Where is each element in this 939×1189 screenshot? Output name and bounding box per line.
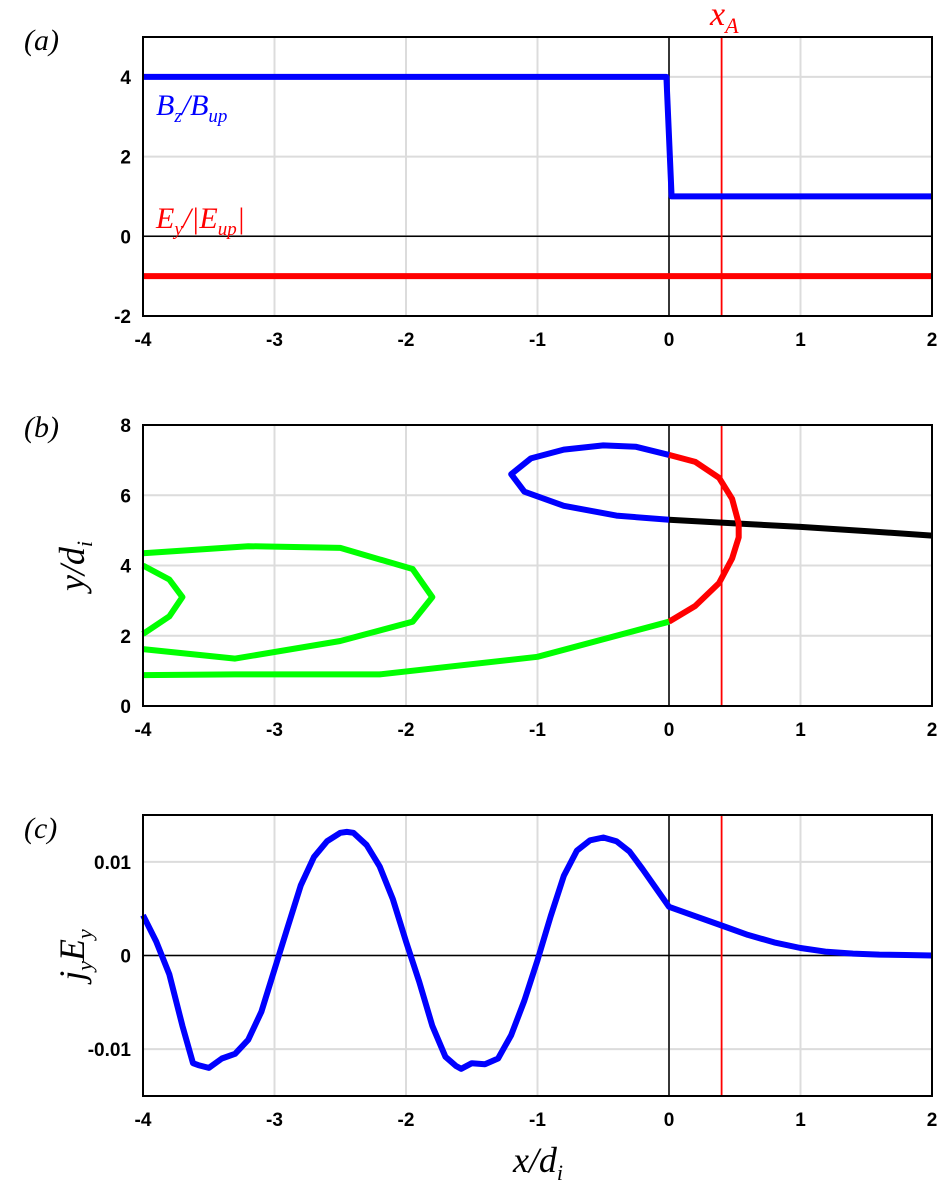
bz-series-label: Bz/Bup <box>156 89 227 127</box>
x-tick-label: 2 <box>927 1110 938 1131</box>
x-tick-label: -3 <box>266 720 283 741</box>
series-line-1 <box>668 516 933 539</box>
panel-b-series <box>141 442 933 679</box>
panel-c-y-tick-labels: -0.01 0 0.01 <box>88 853 132 1061</box>
x-tick-label: -1 <box>529 330 546 351</box>
x-tick-label: 0 <box>664 1110 675 1131</box>
y-tick-label: 4 <box>120 68 131 89</box>
panel-b-x-tick-labels: -4 -3 -2 -1 0 1 2 <box>135 720 938 741</box>
panel-c-x-axis-label: x/di <box>512 1140 563 1185</box>
panel-a-y-tick-labels: -2 0 2 4 <box>114 68 131 328</box>
panel-a-series <box>143 73 932 280</box>
x-tick-label: -2 <box>398 1110 415 1131</box>
x-tick-label: 1 <box>795 1110 806 1131</box>
panel-c-axes-box <box>142 814 933 1097</box>
panel-c-x-tick-labels: -4 -3 -2 -1 0 1 2 <box>135 1110 938 1131</box>
series-line-1 <box>140 828 933 1072</box>
x-tick-label: 2 <box>927 720 938 741</box>
x-tick-label: -1 <box>529 720 546 741</box>
x-tick-label: 1 <box>795 330 806 351</box>
x-tick-label: 0 <box>664 330 675 351</box>
series-line-1 <box>143 73 932 200</box>
x-tick-label: 2 <box>927 330 938 351</box>
y-tick-label: 0.01 <box>94 853 131 874</box>
panel-a-x-tick-labels: -4 -3 -2 -1 0 1 2 <box>135 330 938 351</box>
panel-b-label: (b) <box>24 411 59 444</box>
x-tick-label: -4 <box>135 720 152 741</box>
y-tick-label: 2 <box>120 148 131 169</box>
panel-b-y-tick-labels: 0 2 4 6 8 <box>120 416 131 718</box>
x-tick-label: -3 <box>266 330 283 351</box>
panel-c-y-axis-label: jyEy <box>52 929 97 985</box>
panel-c: (c) -4 -3 -2 -1 0 1 2 -0.01 0 0.01 jyEy x/di <box>24 812 937 1185</box>
y-tick-label: -2 <box>114 307 131 328</box>
series-line-3 <box>508 442 670 523</box>
panel-b-reference-lines <box>668 425 723 706</box>
x-tick-label: -3 <box>266 1110 283 1131</box>
y-tick-label: 0 <box>120 947 131 968</box>
x-tick-label: 0 <box>664 720 675 741</box>
x-tick-label: 1 <box>795 720 806 741</box>
x-tick-label: -2 <box>398 720 415 741</box>
series-line-6 <box>141 562 186 637</box>
y-tick-label: -0.01 <box>88 1040 132 1061</box>
panel-a-axes-box <box>142 36 933 317</box>
panel-b-grid <box>143 425 932 706</box>
y-tick-label: 2 <box>120 627 131 648</box>
panel-a-label: (a) <box>24 24 59 57</box>
x-tick-label: -4 <box>135 330 152 351</box>
series-line-4 <box>142 618 670 679</box>
series-line-5 <box>142 543 436 662</box>
panel-b-y-axis-label: y/di <box>52 541 97 594</box>
ey-series-label: Ey/|Eup| <box>155 202 245 240</box>
y-tick-label: 8 <box>120 416 131 437</box>
panel-c-label: (c) <box>24 812 57 845</box>
x-tick-label: -4 <box>135 1110 152 1131</box>
x-tick-label: -1 <box>529 1110 546 1131</box>
y-tick-label: 0 <box>120 227 131 248</box>
panel-b-axes-box <box>142 424 933 707</box>
panel-c-series <box>140 828 933 1072</box>
panel-a: (a) -4 -3 -2 -1 0 1 2 -2 0 2 4 xA Bz/Bup Ey/|Eup| <box>24 0 937 351</box>
series-line-2 <box>667 452 742 625</box>
panel-b: (b) -4 -3 -2 -1 0 1 2 0 2 4 6 8 y/di <box>24 411 937 741</box>
y-tick-label: 6 <box>120 486 131 507</box>
x-tick-label: -2 <box>398 330 415 351</box>
y-tick-label: 0 <box>120 697 131 718</box>
x-a-label: xA <box>709 0 739 38</box>
y-tick-label: 4 <box>120 557 131 578</box>
